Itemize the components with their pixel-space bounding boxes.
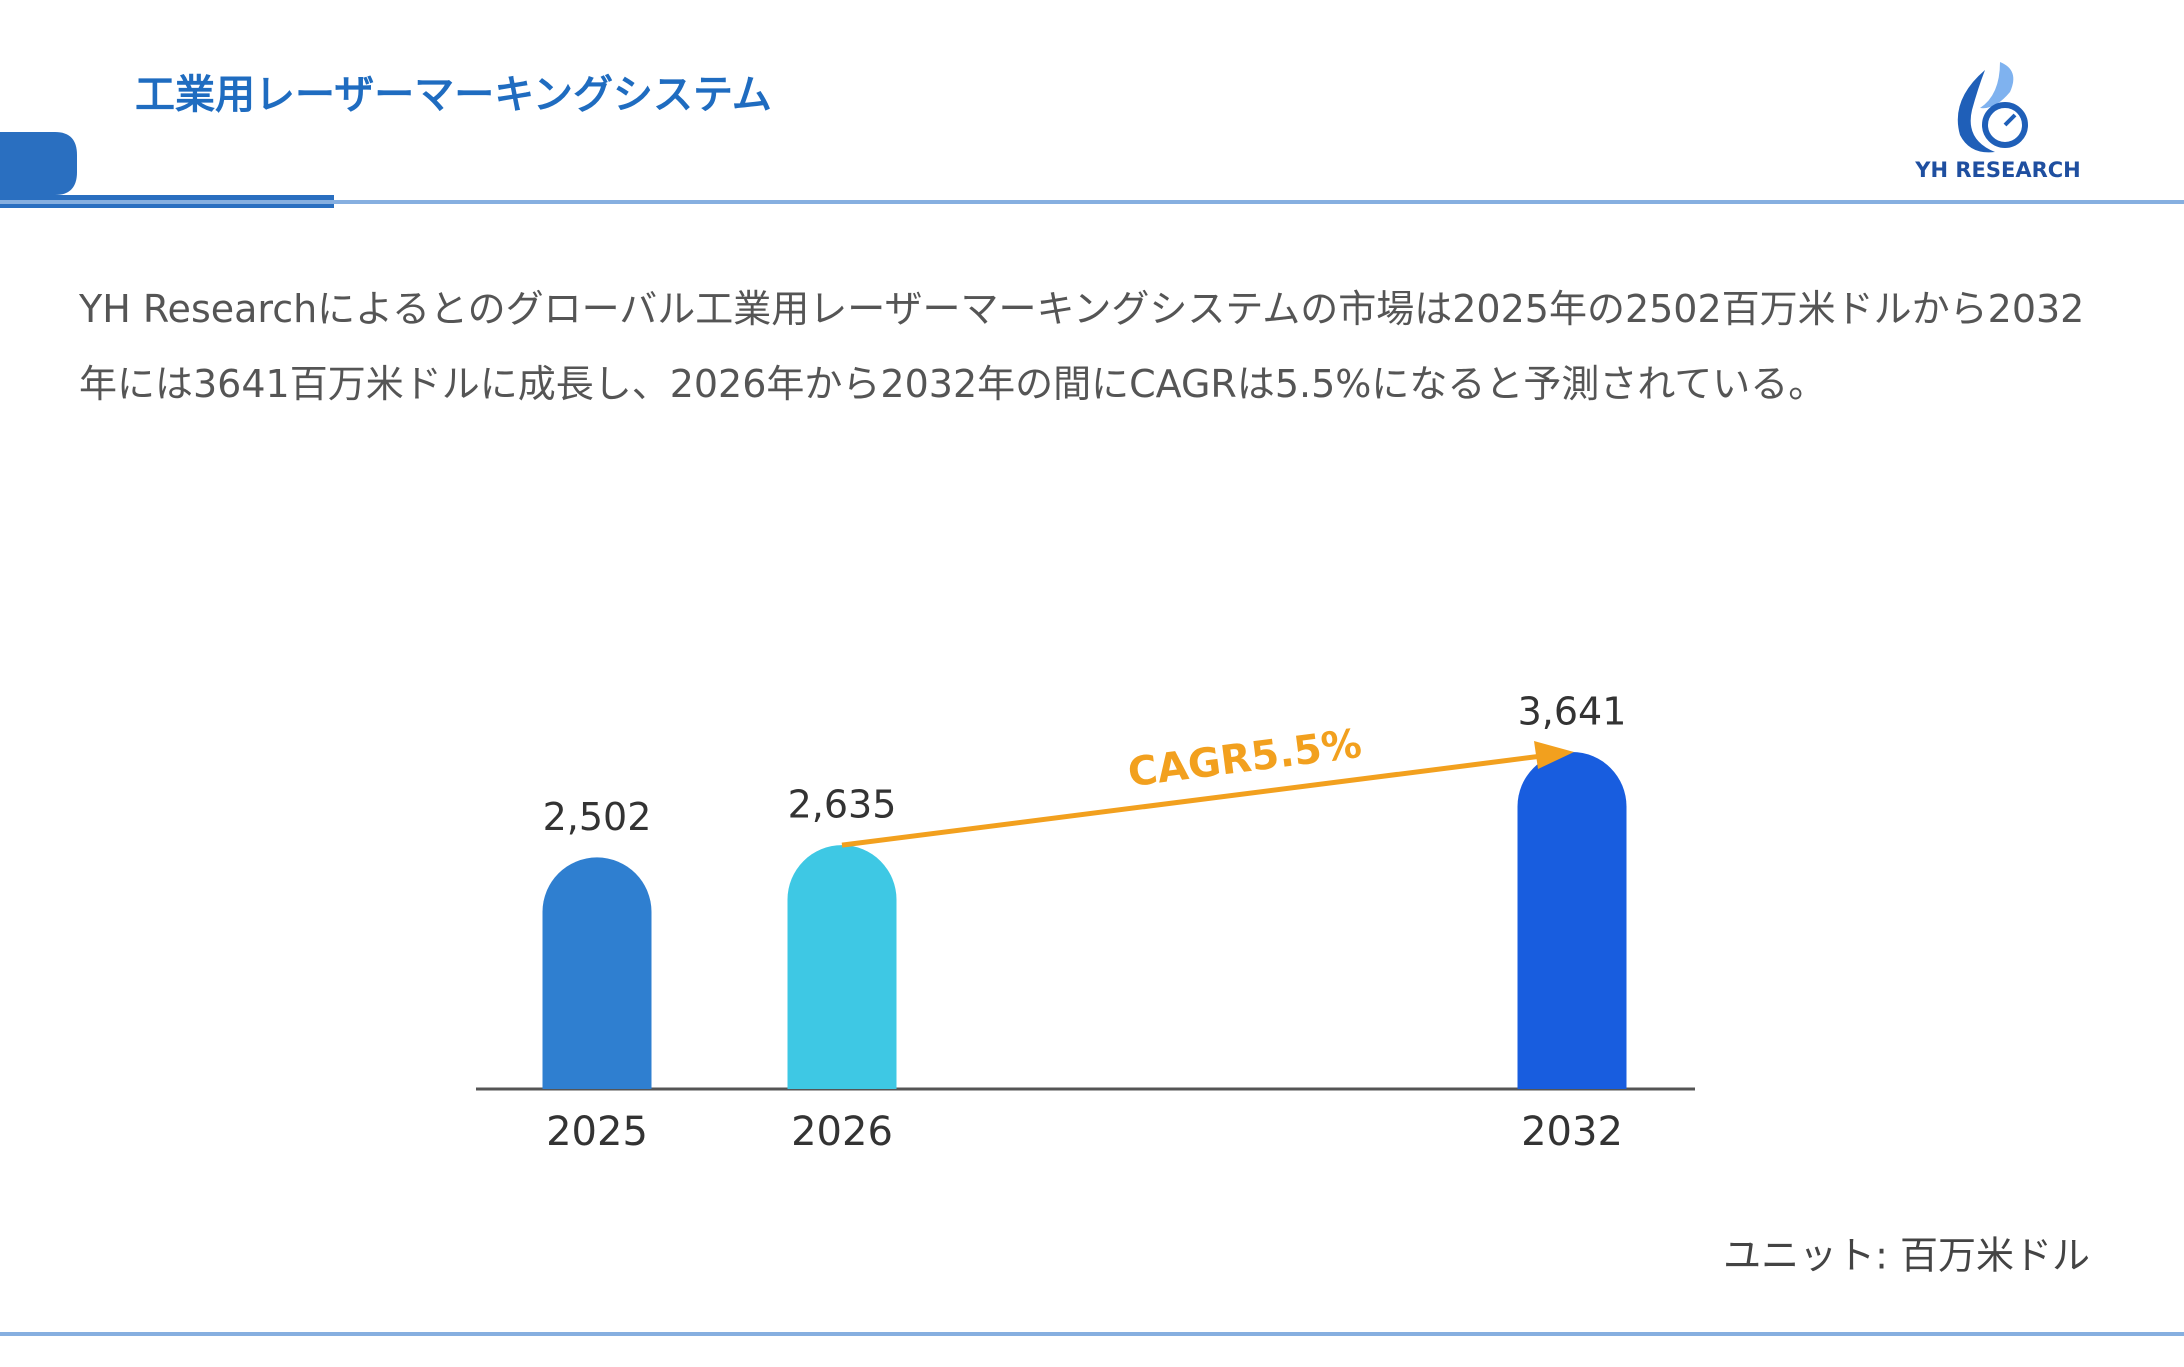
- value-label: 3,641: [1518, 690, 1627, 734]
- value-label: 2,635: [788, 783, 897, 827]
- cagr-arrow: [841, 753, 1543, 848]
- description: YH Researchによるとのグローバル工業用レーザーマーキングシステムの市場…: [79, 287, 2085, 406]
- bar: [787, 845, 897, 1089]
- x-tick-label: 2032: [1521, 1109, 1623, 1155]
- x-tick-label: 2026: [791, 1109, 893, 1155]
- x-tick-label: 2025: [546, 1109, 648, 1155]
- logo-text: YH RESEARCH: [1914, 158, 2081, 182]
- bar: [542, 857, 652, 1089]
- logo: YH RESEARCH: [1914, 62, 2081, 182]
- header-tab: [0, 132, 77, 195]
- unit-label: ユニット: 百万米ドル: [1723, 1234, 2090, 1278]
- cagr-arrowhead: [1534, 741, 1574, 769]
- footer-line: [0, 1332, 2184, 1336]
- bar: [1517, 751, 1627, 1089]
- header-title: 工業用レーザーマーキングシステム: [135, 72, 772, 118]
- value-label: 2,502: [543, 795, 652, 839]
- header-line: [0, 200, 2184, 204]
